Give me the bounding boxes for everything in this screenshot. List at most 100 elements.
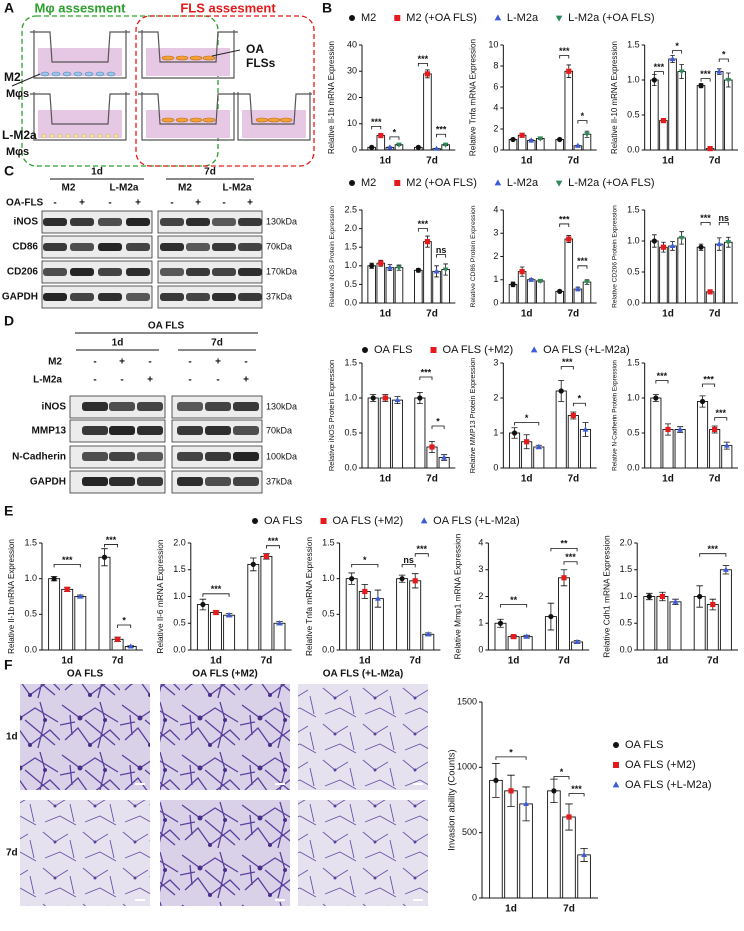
- significance-bracket: [495, 756, 527, 760]
- mean-marker: [213, 609, 219, 616]
- blot-band: [233, 402, 259, 411]
- x-tick-label: 1d: [61, 656, 73, 667]
- mean-marker: [508, 788, 514, 794]
- blot-band: [43, 268, 67, 276]
- bar: [558, 577, 570, 651]
- significance-label: ***: [571, 784, 582, 794]
- y-tick-label: 0.5: [173, 618, 186, 628]
- legend-label: M2 (+OA FLS): [406, 12, 477, 24]
- blot-band: [70, 293, 94, 301]
- y-tick-label: 1: [493, 274, 498, 284]
- y-tick-label: 2: [478, 591, 483, 601]
- blot-band: [177, 477, 203, 486]
- mean-marker: [429, 444, 435, 450]
- x-tick-label: 1d: [508, 656, 520, 667]
- mean-marker: [263, 553, 269, 559]
- mean-marker: [424, 71, 431, 77]
- significance-label: *: [581, 111, 585, 121]
- legend-marker: [420, 517, 428, 524]
- significance-label: *: [436, 416, 440, 426]
- timepoint: 1d: [91, 167, 103, 178]
- blot-band: [137, 426, 163, 435]
- legend-label: OA FLS: [264, 515, 303, 527]
- bar: [247, 563, 260, 651]
- mean-marker: [369, 263, 375, 269]
- y-tick-label: 1.0: [173, 591, 186, 601]
- treatment-label: OA-FLS: [6, 198, 44, 209]
- y-tick-label: 8: [493, 60, 498, 70]
- y-tick-label: 40: [347, 39, 357, 49]
- mean-marker: [653, 395, 659, 401]
- blot-frame: [41, 285, 153, 309]
- bar: [74, 596, 87, 651]
- bar: [696, 85, 706, 151]
- significance-label: ***: [436, 125, 447, 135]
- y-tick-label: 1.0: [344, 260, 357, 270]
- column-title: OA FLS (+M2): [192, 669, 257, 680]
- mean-marker: [519, 269, 525, 275]
- bar: [555, 390, 567, 469]
- legend-marker: [612, 781, 620, 788]
- mean-marker: [441, 454, 447, 460]
- mean-marker: [369, 144, 375, 150]
- mean-marker: [378, 260, 384, 266]
- y-tick-label: 0: [472, 892, 477, 902]
- blot-band: [238, 293, 262, 301]
- bar: [508, 283, 518, 304]
- blot-band: [43, 243, 67, 251]
- y-tick-label: 0.0: [627, 297, 640, 307]
- significance-label: ***: [715, 408, 726, 418]
- y-tick-label: 1.0: [24, 573, 37, 583]
- blot-band: [98, 218, 122, 226]
- y-tick-label: 1.0: [322, 573, 335, 583]
- micrograph: [160, 800, 290, 906]
- x-tick-label: 1d: [379, 156, 391, 167]
- column-title: OA FLS: [67, 669, 104, 680]
- blot-row-label: N-Cadherin: [12, 452, 66, 463]
- significance-bracket: [436, 133, 447, 138]
- blot-band: [98, 293, 122, 301]
- mean-marker: [561, 575, 567, 581]
- bar: [273, 622, 286, 651]
- y-tick-label: 0.0: [173, 644, 186, 654]
- y-axis-label: Relative CD86 Protein Expression: [470, 205, 477, 307]
- blot-size: 37kDa: [266, 291, 292, 301]
- bar: [385, 267, 395, 304]
- panel-label: B: [322, 0, 332, 16]
- blot-band: [109, 426, 135, 435]
- bar: [668, 58, 677, 151]
- bar: [376, 262, 386, 304]
- blot-row-label: MMP13: [32, 426, 67, 437]
- blot-band: [43, 218, 67, 226]
- bar: [547, 790, 561, 899]
- significance-label: ***: [211, 584, 222, 594]
- row-label: L-M2a: [2, 128, 37, 142]
- blot-size: 100kDa: [266, 451, 297, 461]
- group-label: L-M2a: [110, 183, 139, 194]
- mean-marker: [581, 851, 587, 857]
- significance-bracket: [577, 120, 588, 124]
- blot-row-label: GAPDH: [30, 477, 66, 488]
- mean-marker: [387, 264, 393, 270]
- bar: [724, 79, 733, 151]
- blot-band: [177, 452, 203, 461]
- y-tick-label: 0.0: [620, 644, 633, 654]
- mean-marker: [425, 631, 432, 637]
- significance-bracket: [414, 553, 429, 557]
- y-tick-label: 0.0: [344, 297, 357, 307]
- significance-bracket: [417, 62, 428, 67]
- x-tick-label: 7d: [567, 156, 579, 167]
- legend-marker: [349, 15, 355, 21]
- y-axis-label: Relative N-Cadherin Protein Expression: [611, 360, 618, 471]
- bar: [709, 429, 721, 469]
- bar: [656, 596, 669, 651]
- blot-band: [82, 426, 108, 435]
- mean-marker: [698, 244, 704, 250]
- blot-band: [82, 452, 108, 461]
- y-axis-label: Relative MMP13 Protein Expression: [468, 358, 477, 474]
- y-tick-label: 2: [493, 123, 498, 133]
- bar: [223, 614, 236, 651]
- significance-label: *: [675, 41, 679, 51]
- mean-marker: [651, 77, 657, 83]
- significance-label: ***: [577, 256, 588, 266]
